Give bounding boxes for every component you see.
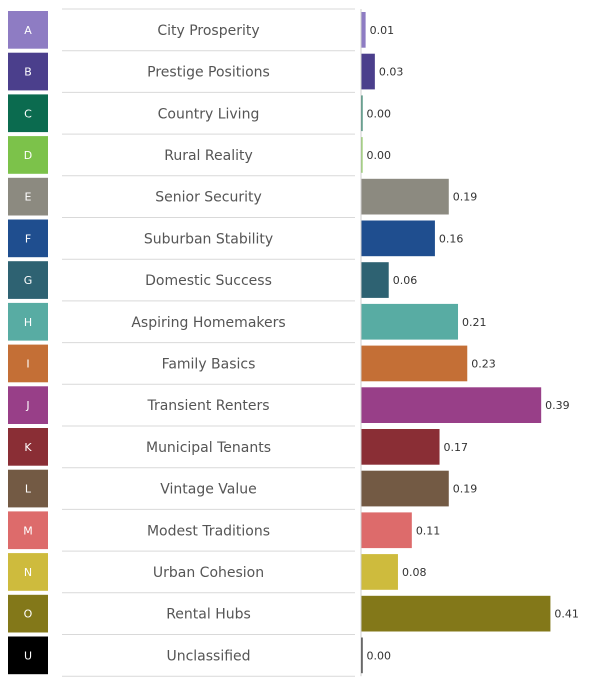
category-label: Rural Reality bbox=[164, 148, 253, 164]
code-box bbox=[8, 386, 48, 424]
category-code: I bbox=[26, 357, 29, 370]
category-code: C bbox=[24, 107, 32, 120]
bar bbox=[361, 387, 542, 423]
category-code: B bbox=[24, 66, 32, 79]
bar bbox=[361, 303, 459, 340]
code-box bbox=[8, 594, 48, 633]
value-label: 0.19 bbox=[453, 191, 478, 204]
bar bbox=[361, 95, 363, 132]
value-label: 0.03 bbox=[379, 66, 404, 79]
category-code: M bbox=[23, 524, 33, 537]
bar bbox=[361, 220, 435, 257]
bar bbox=[361, 137, 363, 173]
value-label: 0.23 bbox=[471, 357, 496, 370]
value-label: 0.39 bbox=[545, 399, 570, 412]
value-label: 0.21 bbox=[462, 316, 487, 329]
value-label: 0.06 bbox=[393, 274, 418, 287]
value-label: 0.00 bbox=[367, 149, 392, 162]
category-code: N bbox=[24, 566, 32, 579]
value-label: 0.01 bbox=[370, 24, 395, 37]
code-box bbox=[8, 52, 48, 91]
category-label: Unclassified bbox=[166, 648, 250, 664]
category-label: Prestige Positions bbox=[147, 65, 270, 81]
code-box bbox=[8, 469, 48, 508]
bar bbox=[361, 178, 449, 215]
bar bbox=[361, 554, 398, 590]
category-code: F bbox=[25, 232, 31, 245]
code-box bbox=[8, 11, 48, 49]
category-code: L bbox=[25, 483, 32, 496]
value-label: 0.19 bbox=[453, 483, 478, 496]
code-box bbox=[8, 261, 48, 299]
code-box bbox=[8, 177, 48, 216]
category-label: Urban Cohesion bbox=[153, 565, 264, 581]
bar bbox=[361, 12, 366, 48]
category-code: G bbox=[24, 274, 33, 287]
value-label: 0.00 bbox=[367, 649, 392, 662]
code-box bbox=[8, 94, 48, 133]
bar bbox=[361, 53, 375, 90]
value-label: 0.16 bbox=[439, 232, 464, 245]
category-label: Municipal Tenants bbox=[146, 440, 271, 456]
category-code: K bbox=[24, 441, 32, 454]
code-box bbox=[8, 302, 48, 341]
code-box bbox=[8, 553, 48, 591]
category-code: E bbox=[25, 191, 32, 204]
category-label: Domestic Success bbox=[145, 273, 272, 289]
bar bbox=[361, 262, 389, 298]
category-label: City Prosperity bbox=[157, 23, 259, 39]
value-label: 0.11 bbox=[416, 524, 441, 537]
value-label: 0.17 bbox=[444, 441, 469, 454]
category-code: J bbox=[25, 399, 29, 412]
category-code: A bbox=[24, 24, 32, 37]
category-label: Rental Hubs bbox=[166, 607, 251, 623]
code-box bbox=[8, 428, 48, 466]
value-label: 0.00 bbox=[367, 107, 392, 120]
category-label: Vintage Value bbox=[160, 482, 257, 498]
bar bbox=[361, 429, 440, 465]
code-box bbox=[8, 219, 48, 258]
category-code: H bbox=[24, 316, 32, 329]
value-label: 0.41 bbox=[554, 608, 579, 621]
category-label: Suburban Stability bbox=[144, 231, 273, 247]
bar bbox=[361, 470, 449, 507]
category-label: Aspiring Homemakers bbox=[131, 315, 285, 331]
code-box bbox=[8, 344, 48, 383]
code-box bbox=[8, 511, 48, 550]
bar bbox=[361, 512, 412, 549]
code-box bbox=[8, 136, 48, 174]
category-label: Country Living bbox=[158, 106, 260, 122]
code-box bbox=[8, 636, 48, 675]
bar bbox=[361, 637, 363, 674]
category-label: Modest Traditions bbox=[147, 523, 270, 539]
bar bbox=[361, 345, 468, 382]
category-code: U bbox=[24, 649, 32, 662]
category-label: Transient Renters bbox=[146, 398, 269, 414]
category-label: Family Basics bbox=[162, 356, 256, 372]
value-label: 0.08 bbox=[402, 566, 427, 579]
bar bbox=[361, 595, 551, 632]
category-code: D bbox=[24, 149, 32, 162]
category-label: Senior Security bbox=[155, 190, 262, 206]
category-code: O bbox=[24, 608, 33, 621]
